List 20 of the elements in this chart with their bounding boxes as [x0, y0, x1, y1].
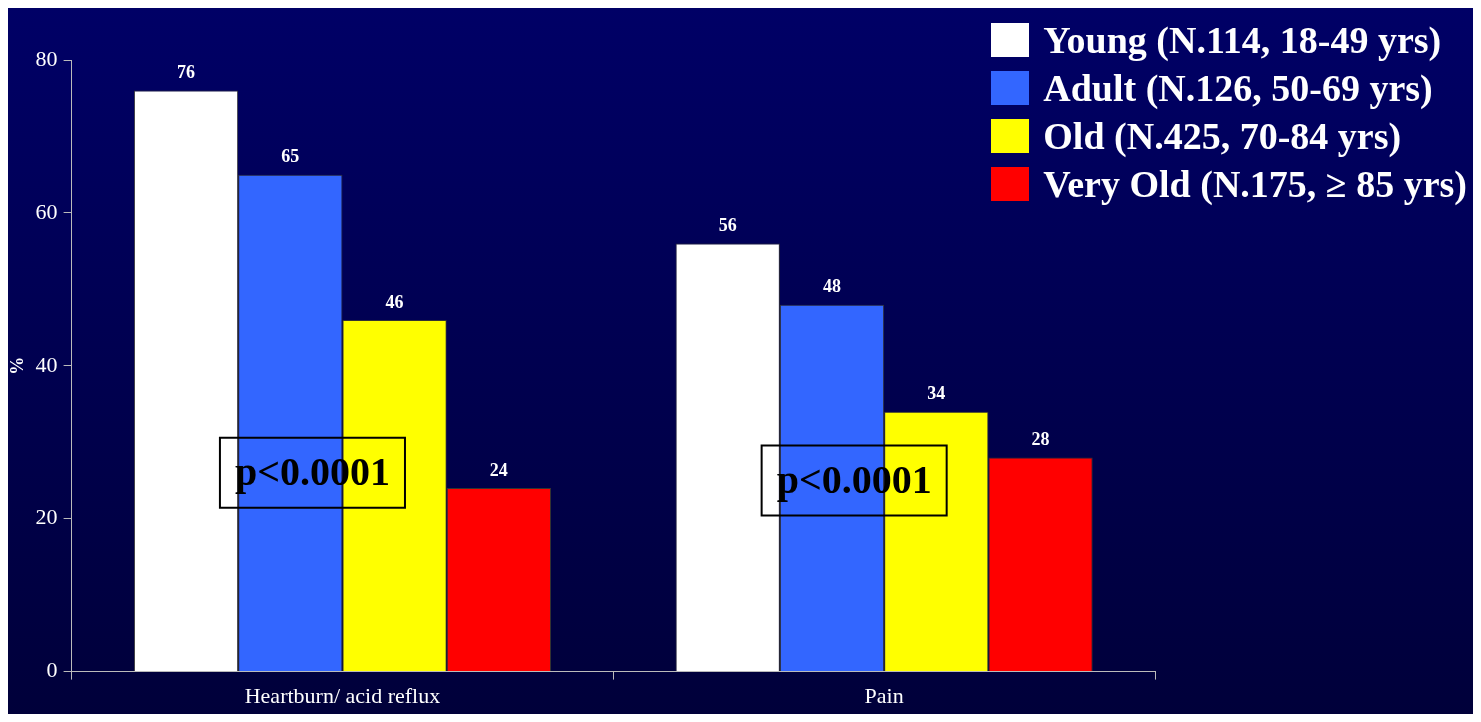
data-label: 46 — [385, 291, 404, 312]
y-tick-label: 60 — [35, 198, 58, 224]
data-label: 76 — [177, 62, 196, 83]
data-label: 28 — [1031, 429, 1050, 450]
data-label: 65 — [281, 146, 300, 167]
y-axis-title: % — [7, 356, 28, 375]
legend-label: Old (N.425, 70-84 yrs) — [1043, 114, 1402, 158]
data-label: 34 — [927, 383, 946, 404]
y-tick-label: 40 — [35, 351, 58, 377]
data-label: 24 — [489, 459, 508, 480]
y-tick-label: 0 — [46, 657, 58, 683]
legend-label: Very Old (N.175, ≥ 85 yrs) — [1043, 162, 1467, 206]
data-label: 56 — [718, 215, 737, 236]
x-tick-label: Pain — [864, 682, 904, 708]
legend-label: Adult (N.126, 50-69 yrs) — [1043, 66, 1433, 110]
legend-label: Young (N.114, 18-49 yrs) — [1043, 18, 1442, 62]
y-tick-label: 80 — [35, 45, 58, 71]
y-tick-label: 20 — [35, 504, 58, 530]
x-tick-label: Heartburn/ acid reflux — [244, 682, 441, 708]
data-label: 48 — [823, 276, 842, 297]
